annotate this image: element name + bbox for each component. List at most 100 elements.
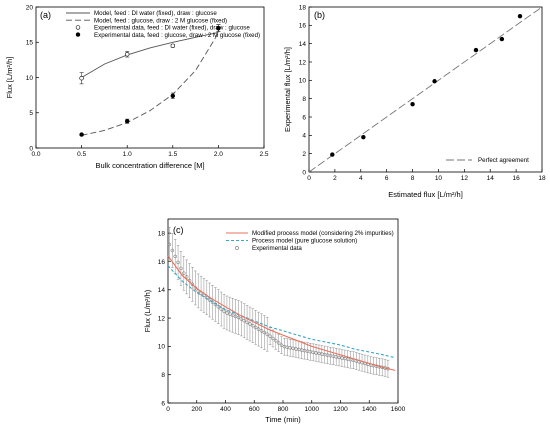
panel-label-a: (a): [40, 10, 51, 20]
point-experimental: [182, 271, 186, 275]
legend-entry: Experimental data, feed : DI water (fixe…: [94, 25, 250, 32]
data-point: [361, 134, 366, 140]
point-experimental: [219, 307, 223, 311]
legend-entry: Experimental data, feed : glucose, draw …: [94, 32, 260, 39]
x-tick-label: 6: [385, 175, 389, 182]
y-tick-label: 0: [302, 169, 306, 176]
plot-frame: [308, 6, 543, 173]
point-experimental: [225, 311, 229, 315]
point-experimental: [236, 315, 241, 320]
point-experimental: [230, 313, 235, 317]
point-experimental: [265, 332, 269, 336]
point-experimental: [245, 320, 249, 325]
x-tick-label: 8: [411, 175, 415, 182]
point-experimental: [170, 248, 175, 253]
y-tick-label: 6: [302, 114, 306, 121]
data-point: [330, 152, 335, 157]
y-axis-label-a: Flux [L/m²/h]: [5, 57, 14, 99]
point-experimental: [233, 314, 238, 319]
y-tick-label: 10: [299, 78, 307, 85]
point-experimental: [271, 336, 275, 341]
y-tick-label: 15: [26, 40, 34, 47]
y-tick-label: 10: [158, 344, 166, 351]
legend-a: Model, feed : DI water (fixed), draw : g…: [66, 10, 260, 39]
point-experimental: [251, 323, 255, 328]
x-tick-label: 16: [512, 175, 520, 182]
x-tick-label: 2: [333, 175, 337, 182]
point-experimental: [256, 327, 261, 331]
data-point: [499, 36, 505, 42]
legend-swatch: [235, 246, 239, 250]
point-experimental: [276, 341, 281, 345]
point-exp-glucose: [124, 119, 130, 124]
x-tick-label: 0.5: [77, 151, 86, 158]
x-tick-label: 12: [461, 175, 469, 182]
x-tick-label: 1600: [391, 406, 406, 413]
point-experimental: [259, 329, 264, 333]
x-axis-label-a: Bulk concentration difference [M]: [95, 161, 204, 170]
y-tick-label: 14: [158, 287, 166, 294]
point-experimental: [228, 312, 232, 316]
x-tick-label: 1.5: [168, 151, 177, 158]
point-experimental: [239, 317, 244, 321]
panel-label-c: (c): [173, 225, 184, 235]
point-experimental: [262, 330, 267, 335]
y-tick-label: 5: [29, 110, 33, 117]
point-experimental: [167, 242, 172, 247]
y-tick-label: 12: [158, 315, 166, 322]
point-experimental: [210, 300, 215, 304]
x-tick-label: 1.0: [123, 151, 132, 158]
legend-swatch: [75, 25, 81, 30]
y-tick-label: 6: [161, 400, 165, 407]
y-tick-label: 18: [158, 230, 166, 237]
y-tick-label: 12: [299, 59, 307, 66]
point-experimental: [242, 318, 246, 323]
y-tick-label: 10: [26, 75, 34, 82]
point-experimental: [179, 266, 183, 271]
x-tick-label: 10: [435, 175, 443, 182]
point-experimental: [248, 322, 252, 326]
point-exp-glucose: [79, 132, 84, 137]
y-tick-label: 16: [158, 259, 166, 266]
legend-entry: Experimental data: [252, 245, 302, 252]
chart-a: 0.0 0.5 1.0 1.5 2.0 2.5 0 5 10 15 20 (a) Bulk concen…: [5, 4, 269, 170]
x-tick-label: 1000: [305, 406, 320, 413]
data-point: [410, 101, 415, 107]
chart-b: 0 2 4 6 8 10 12 14 16 18 0 2 4 6 8 10 12 14 16 18 (b) Estimat…: [283, 4, 546, 199]
data-point: [473, 47, 479, 53]
legend-entry: Perfect agreement: [478, 157, 529, 164]
point-exp-glucose: [170, 93, 176, 99]
y-tick-label: 4: [302, 133, 306, 140]
point-experimental: [268, 334, 272, 338]
y-axis-label-b: Experimental flux [L/m²/h]: [283, 47, 292, 132]
y-axis-label-c: Flux (L/m²/h): [143, 289, 152, 332]
point-exp-di: [170, 43, 176, 48]
x-tick-label: 0.0: [31, 151, 40, 158]
point-experimental: [279, 343, 284, 348]
x-tick-label: 1400: [362, 406, 377, 413]
point-exp-di: [124, 52, 130, 57]
perfect-agreement-line: [308, 6, 543, 173]
x-tick-label: 1200: [333, 406, 348, 413]
y-tick-label: 18: [299, 4, 307, 11]
point-experimental: [207, 298, 212, 302]
y-tick-label: 14: [299, 41, 307, 48]
y-tick-label: 16: [299, 23, 307, 30]
series-line-model-di: [81, 31, 219, 78]
x-tick-label: 14: [487, 175, 495, 182]
point-experimental: [176, 260, 180, 265]
point-experimental: [222, 309, 226, 314]
x-axis-label-b: Estimated flux [L/m²/h]: [388, 190, 463, 199]
point-exp-glucose: [216, 25, 221, 31]
legend-b: Perfect agreement: [446, 157, 529, 164]
series-line-model-glucose: [81, 32, 219, 136]
x-tick-label: 0: [307, 175, 311, 182]
series-line-modified-model: [167, 255, 396, 371]
legend-entry: Process model (pure glucose solution): [252, 238, 357, 245]
legend-entry: Model, feed : DI water (fixed), draw : g…: [94, 10, 217, 17]
y-tick-label: 0: [29, 145, 33, 152]
legend-entry: Modified process model (considering 2% i…: [252, 230, 394, 237]
y-tick-label: 20: [26, 4, 34, 11]
x-tick-label: 4: [359, 175, 363, 182]
